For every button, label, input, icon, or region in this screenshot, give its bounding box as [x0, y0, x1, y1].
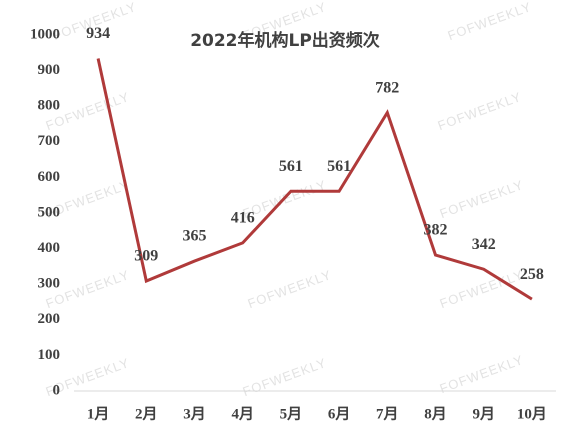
- data-label: 782: [375, 79, 399, 96]
- data-label: 258: [520, 266, 544, 283]
- x-tick-label: 1月: [87, 405, 110, 422]
- line: [96, 58, 533, 301]
- watermark: FOFWEEKLY: [438, 177, 526, 221]
- watermark: FOFWEEKLY: [436, 89, 524, 133]
- watermark: FOFWEEKLY: [246, 267, 334, 311]
- watermark: FOFWEEKLY: [438, 267, 526, 311]
- chart-title: 2022年机构LP出资频次: [190, 30, 380, 51]
- x-tick-label: 4月: [231, 405, 254, 422]
- data-label: 561: [327, 158, 351, 175]
- y-tick-label: 800: [38, 98, 61, 114]
- x-tick-label: 8月: [424, 405, 447, 422]
- data-label: 934: [86, 25, 110, 42]
- watermark: FOFWEEKLY: [446, 0, 534, 43]
- x-tick-label: 5月: [280, 405, 303, 422]
- watermark: FOFWEEKLY: [438, 352, 526, 396]
- data-label: 309: [134, 248, 158, 265]
- y-tick-label: 1000: [30, 26, 60, 42]
- y-tick-label: 500: [38, 204, 61, 220]
- x-tick-label: 10月: [517, 405, 547, 422]
- data-label: 416: [231, 210, 255, 227]
- x-tick-label: 3月: [183, 405, 206, 422]
- data-label: 382: [424, 222, 448, 239]
- y-tick-label: 900: [38, 62, 61, 78]
- y-tick-label: 600: [38, 169, 61, 185]
- y-tick-label: 0: [53, 382, 61, 398]
- watermarks: FOFWEEKLY FOFWEEKLY FOFWEEKLY FOFWEEKLY …: [44, 0, 534, 399]
- y-tick-label: 100: [38, 347, 61, 363]
- data-label: 365: [183, 228, 207, 245]
- x-tick-label: 7月: [376, 405, 399, 422]
- x-tick-label: 9月: [472, 405, 495, 422]
- data-label: 342: [472, 236, 496, 253]
- x-tick-label: 2月: [135, 405, 158, 422]
- data-label: 561: [279, 158, 303, 175]
- y-tick-label: 400: [38, 240, 61, 256]
- y-tick-label: 200: [38, 311, 61, 327]
- watermark: FOFWEEKLY: [241, 355, 329, 399]
- y-tick-label: 300: [38, 276, 61, 292]
- y-tick-label: 700: [38, 133, 61, 149]
- x-tick-label: 6月: [328, 405, 351, 422]
